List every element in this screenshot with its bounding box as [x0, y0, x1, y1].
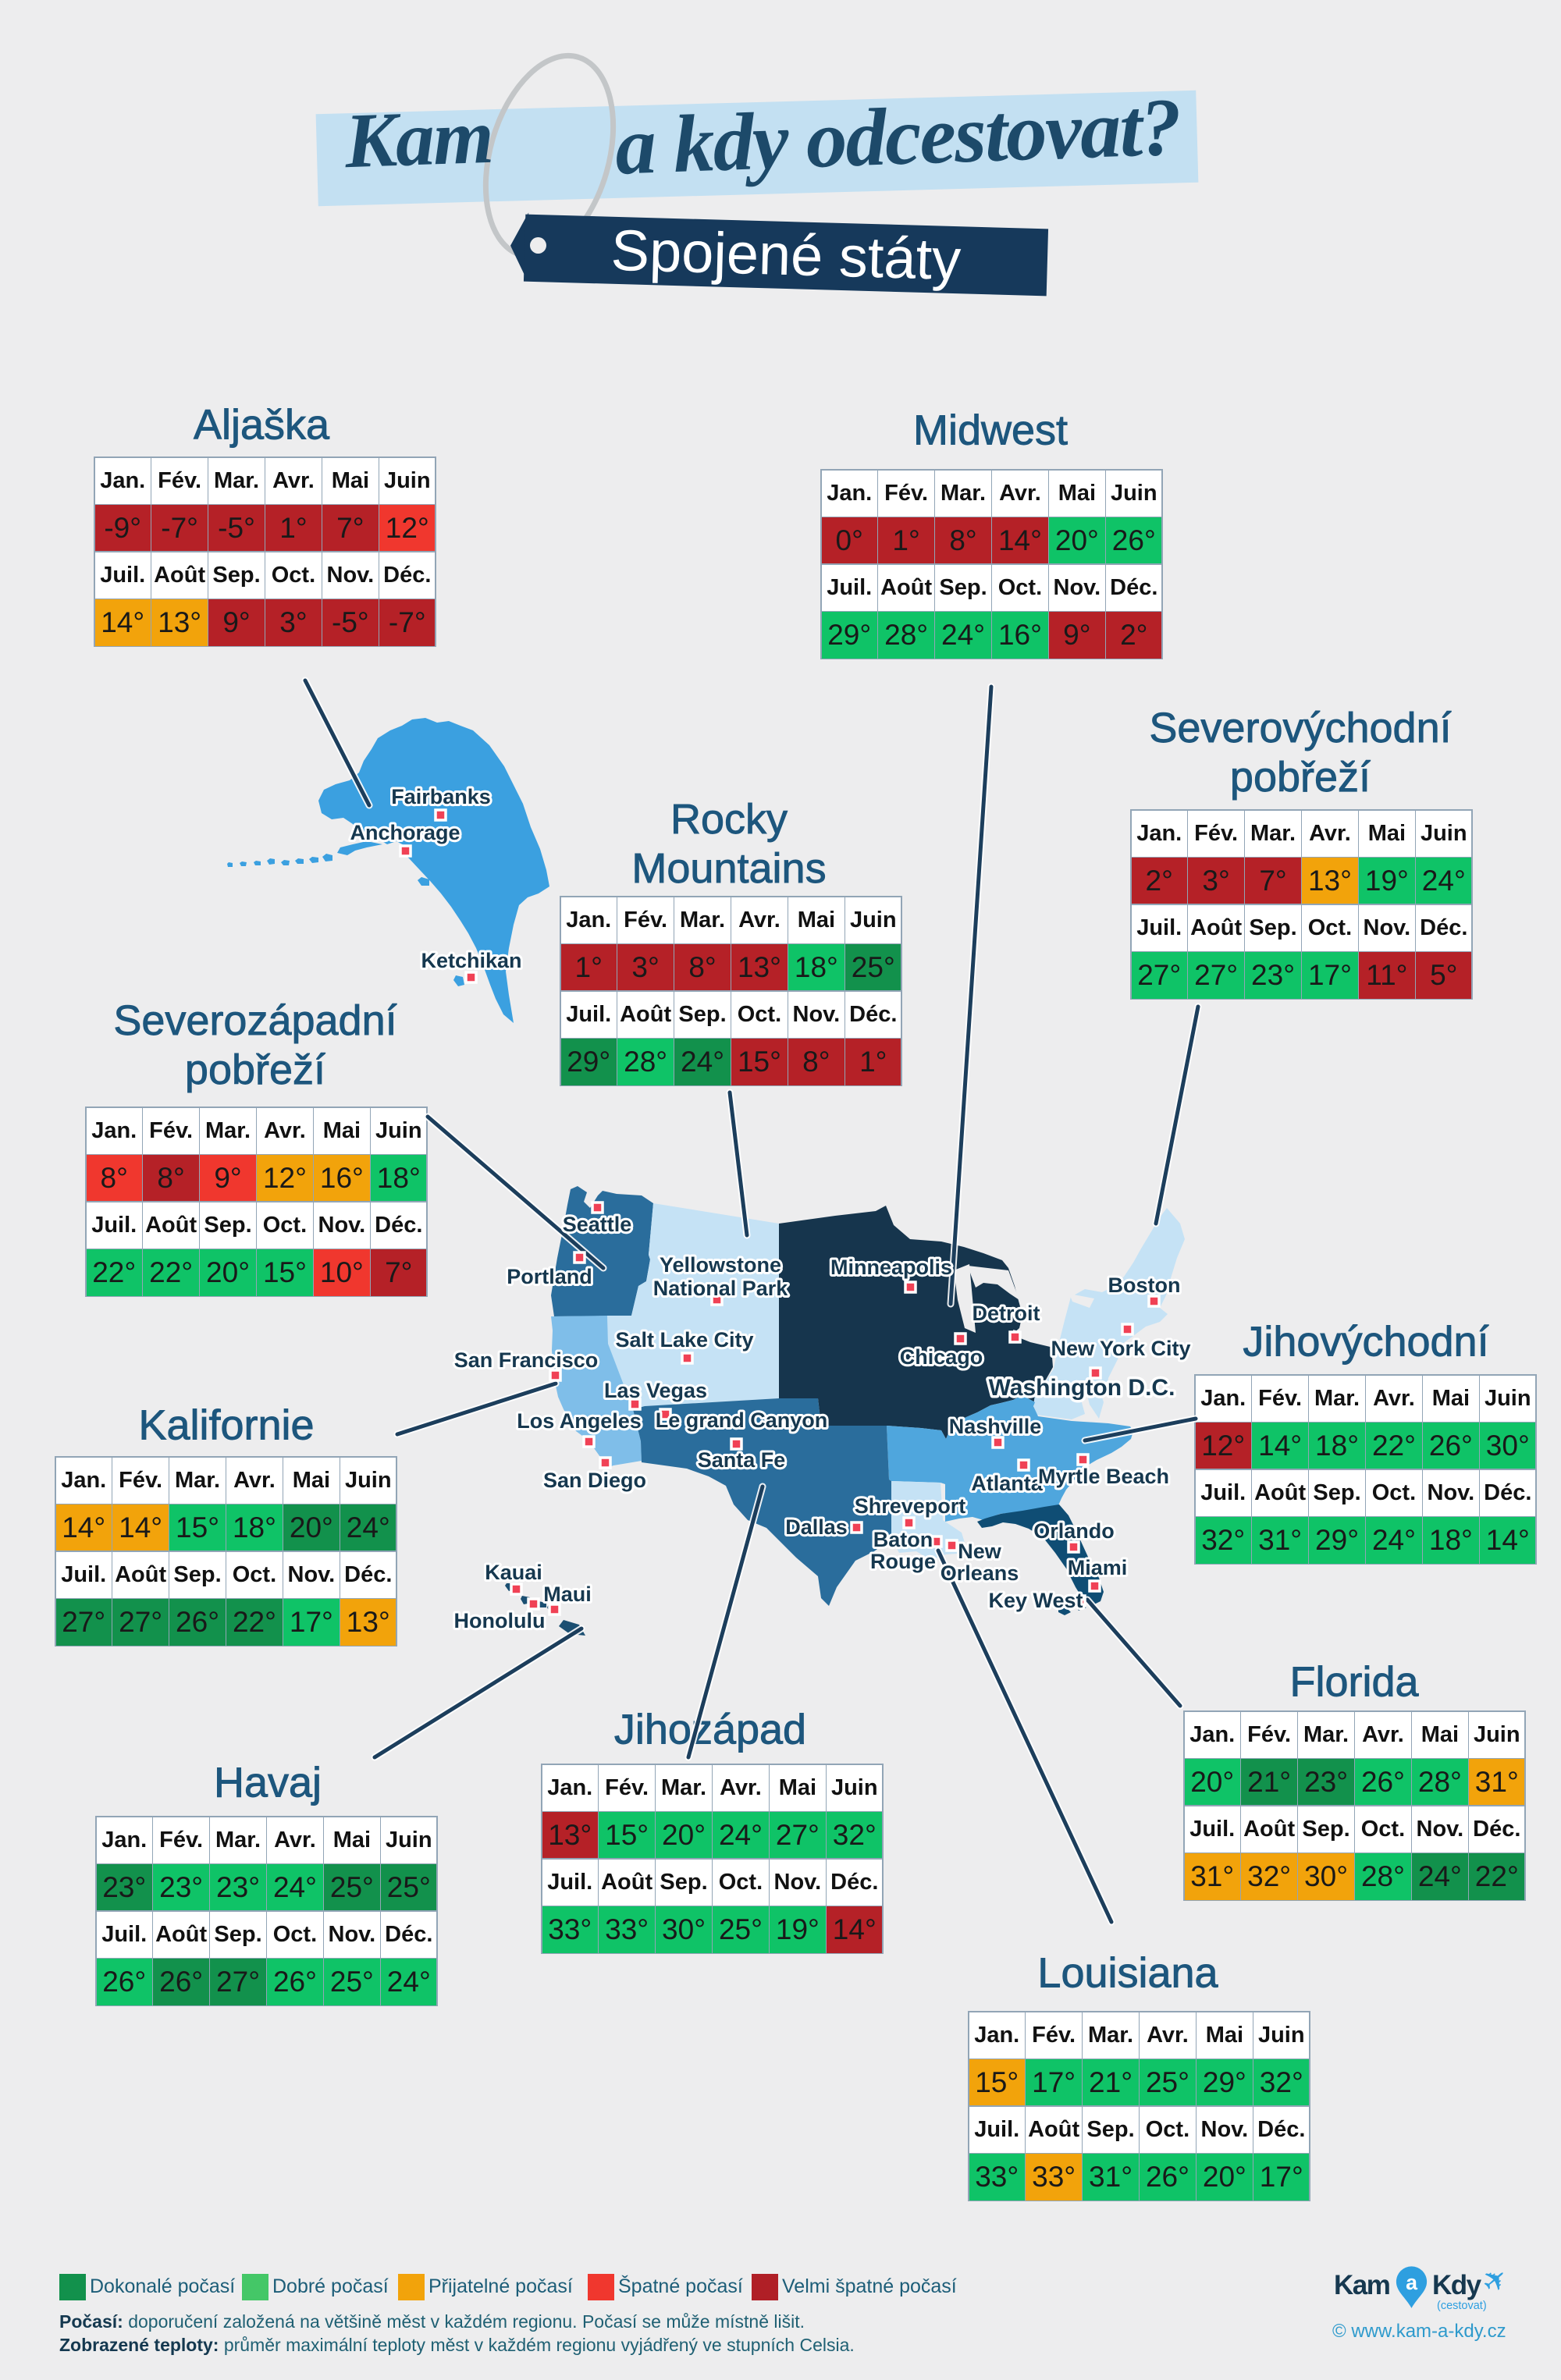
- svg-text:Miami: Miami: [1068, 1556, 1128, 1579]
- svg-text:Le grand Canyon: Le grand Canyon: [656, 1408, 828, 1432]
- svg-text:Baton: Baton: [873, 1528, 933, 1551]
- svg-text:San Diego: San Diego: [543, 1469, 646, 1492]
- svg-text:Los Angeles: Los Angeles: [517, 1409, 642, 1433]
- svg-text:Kauai: Kauai: [485, 1561, 542, 1584]
- svg-text:New York City: New York City: [1051, 1337, 1190, 1360]
- svg-text:Key West: Key West: [988, 1589, 1083, 1612]
- svg-text:Anchorage: Anchorage: [350, 821, 460, 844]
- svg-text:San Francisco: San Francisco: [454, 1348, 599, 1372]
- svg-text:Santa Fe: Santa Fe: [698, 1448, 786, 1472]
- svg-text:Dallas: Dallas: [785, 1515, 848, 1539]
- svg-text:Salt Lake City: Salt Lake City: [615, 1328, 753, 1352]
- svg-text:Boston: Boston: [1108, 1273, 1181, 1297]
- svg-text:a: a: [1406, 2271, 1418, 2294]
- svg-text:Rouge: Rouge: [870, 1550, 936, 1573]
- svg-text:Seattle: Seattle: [563, 1213, 632, 1236]
- svg-text:Nashville: Nashville: [949, 1415, 1042, 1438]
- svg-text:Minneapolis: Minneapolis: [830, 1256, 952, 1279]
- svg-text:Atlanta: Atlanta: [971, 1472, 1043, 1495]
- svg-text:Honolulu: Honolulu: [454, 1609, 546, 1632]
- svg-text:Ketchikan: Ketchikan: [421, 949, 521, 972]
- svg-text:Myrtle Beach: Myrtle Beach: [1038, 1465, 1169, 1488]
- svg-text:Orleans: Orleans: [941, 1561, 1019, 1585]
- svg-text:Chicago: Chicago: [900, 1345, 983, 1369]
- svg-text:Washington D.C.: Washington D.C.: [989, 1375, 1175, 1401]
- svg-text:Orlando: Orlando: [1033, 1519, 1115, 1543]
- svg-text:National Park: National Park: [653, 1277, 789, 1300]
- svg-text:Shreveport: Shreveport: [855, 1494, 966, 1518]
- svg-text:Las Vegas: Las Vegas: [604, 1379, 707, 1402]
- svg-text:Detroit: Detroit: [973, 1302, 1040, 1325]
- svg-text:Portland: Portland: [507, 1265, 592, 1288]
- svg-text:New: New: [958, 1540, 1002, 1563]
- svg-text:Maui: Maui: [543, 1583, 592, 1606]
- svg-text:Yellowstone: Yellowstone: [660, 1253, 781, 1277]
- svg-text:Fairbanks: Fairbanks: [391, 785, 491, 808]
